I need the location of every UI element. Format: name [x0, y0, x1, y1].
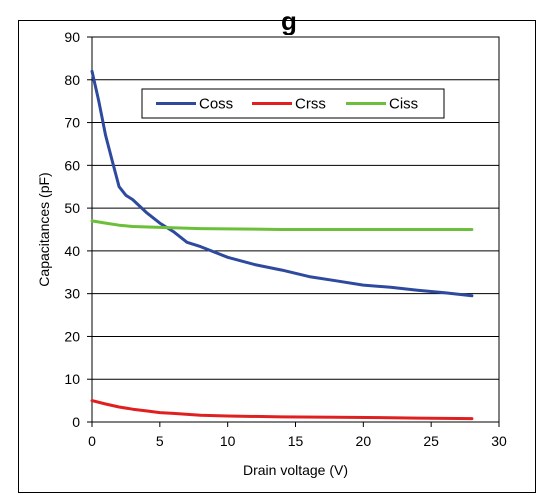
grid-lines — [92, 36, 499, 380]
y-tick-label-30: 30 — [64, 286, 80, 302]
x-tick-label-20: 20 — [356, 433, 372, 449]
legend-label-ciss: Ciss — [389, 96, 418, 113]
y-tick-label-20: 20 — [64, 328, 80, 344]
x-tick-label-15: 15 — [288, 433, 304, 449]
chart-frame: g 0 10 20 30 40 50 60 70 80 90 0 5 10 15 20 25 30 Coss C… — [18, 7, 536, 493]
series-line-ciss — [90, 219, 474, 231]
y-tick-label-10: 10 — [64, 371, 80, 387]
chart-title-text: g — [281, 7, 297, 35]
x-axis-ticks: 0 5 10 15 20 25 30 — [88, 422, 507, 449]
y-tick-label-80: 80 — [64, 72, 80, 88]
chart-title: g — [189, 7, 389, 35]
y-axis-label: Capacitances (pF) — [36, 172, 52, 286]
x-axis-label: Drain voltage (V) — [243, 462, 348, 478]
x-tick-label-25: 25 — [423, 433, 439, 449]
series-line-crss — [90, 399, 474, 421]
line-chart: 0 10 20 30 40 50 60 70 80 90 0 5 10 15 20 25 30 Coss Crs… — [36, 29, 507, 478]
x-tick-label-10: 10 — [220, 433, 236, 449]
y-tick-label-60: 60 — [64, 157, 80, 173]
y-tick-label-90: 90 — [64, 29, 80, 45]
y-axis-ticks: 0 10 20 30 40 50 60 70 80 90 — [64, 29, 92, 430]
legend: Coss Crss Ciss — [141, 88, 445, 119]
legend-label-coss: Coss — [199, 96, 233, 113]
legend-label-crss: Crss — [295, 96, 326, 113]
y-tick-label-0: 0 — [72, 414, 80, 430]
series-lines — [90, 69, 474, 421]
x-tick-label-30: 30 — [491, 433, 507, 449]
series-line-coss — [90, 69, 474, 298]
y-tick-label-70: 70 — [64, 115, 80, 131]
x-tick-label-5: 5 — [156, 433, 164, 449]
y-tick-label-40: 40 — [64, 243, 80, 259]
y-tick-label-50: 50 — [64, 200, 80, 216]
x-tick-label-0: 0 — [88, 433, 96, 449]
